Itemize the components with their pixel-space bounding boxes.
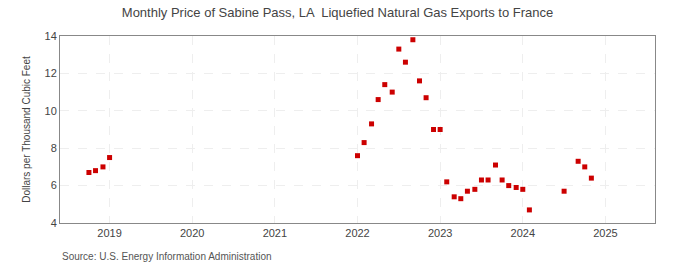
svg-text:2023: 2023 <box>428 227 452 239</box>
svg-text:2020: 2020 <box>180 227 204 239</box>
svg-text:2019: 2019 <box>97 227 121 239</box>
svg-text:14: 14 <box>45 30 57 42</box>
svg-text:10: 10 <box>45 105 57 117</box>
svg-text:4: 4 <box>51 217 57 229</box>
svg-text:2022: 2022 <box>345 227 369 239</box>
svg-text:2021: 2021 <box>263 227 287 239</box>
svg-text:2025: 2025 <box>593 227 617 239</box>
svg-text:12: 12 <box>45 67 57 79</box>
svg-text:Monthly Price of Sabine Pass,: Monthly Price of Sabine Pass, LA Liquefi… <box>122 5 553 20</box>
svg-text:Dollars per Thousand Cubic Fee: Dollars per Thousand Cubic Feet <box>21 56 32 203</box>
svg-text:6: 6 <box>51 179 57 191</box>
svg-text:8: 8 <box>51 142 57 154</box>
svg-text:2024: 2024 <box>511 227 535 239</box>
svg-text:Source: U.S. Energy Informatio: Source: U.S. Energy Information Administ… <box>62 251 272 262</box>
